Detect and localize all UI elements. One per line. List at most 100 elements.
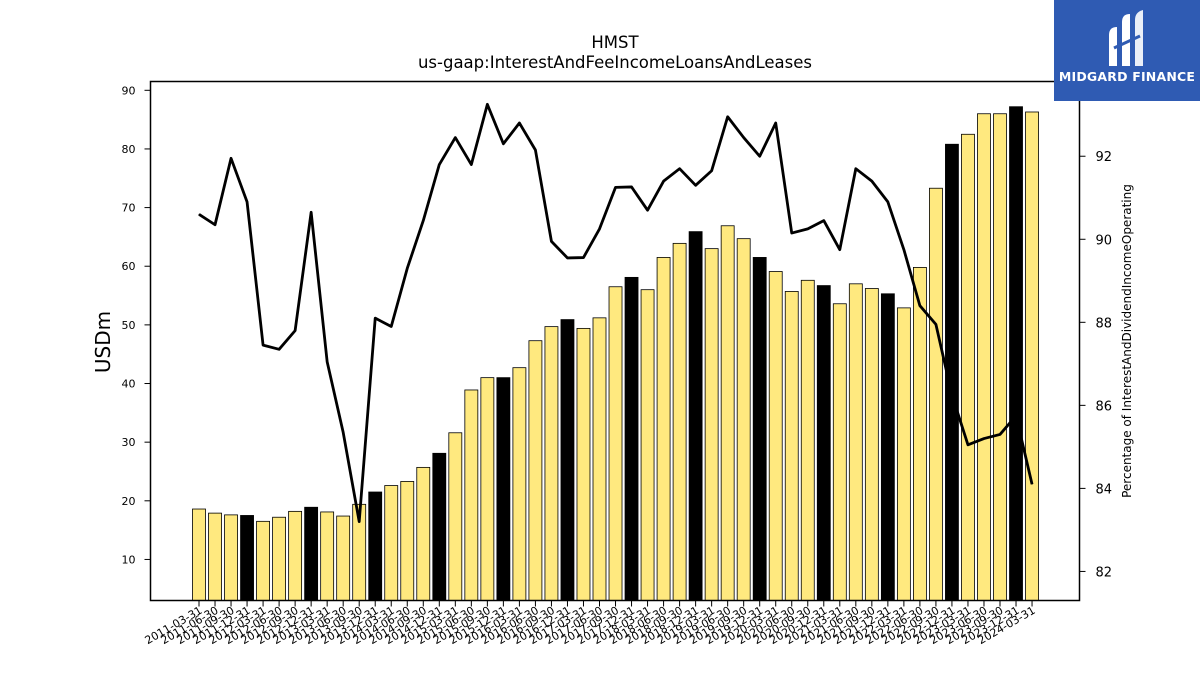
- bar: [480, 377, 495, 601]
- bar: [752, 257, 767, 601]
- line-point: [983, 438, 985, 440]
- line-point: [214, 224, 216, 226]
- bar-series: [192, 106, 1039, 601]
- bar: [672, 242, 687, 601]
- bar: [864, 288, 879, 601]
- line-point: [647, 209, 649, 211]
- midgard-logo-icon: [1109, 10, 1143, 66]
- line-point: [615, 186, 617, 188]
- line-series: [198, 102, 1034, 524]
- midgard-finance-logo: MIDGARD FINANCE: [1054, 0, 1200, 101]
- bar: [432, 452, 447, 601]
- line-point: [759, 155, 761, 157]
- y2-tick-label: 82: [1096, 565, 1113, 580]
- bar: [224, 514, 238, 601]
- line-point: [438, 164, 440, 166]
- y2-tick-label: 84: [1096, 482, 1113, 497]
- line-point: [967, 444, 969, 446]
- bar: [929, 187, 943, 601]
- bar: [688, 231, 703, 601]
- line-point: [935, 323, 937, 325]
- line-point: [871, 180, 873, 182]
- line-point: [791, 232, 793, 234]
- bar: [496, 377, 511, 601]
- line-point: [406, 267, 408, 269]
- logo-text: MIDGARD FINANCE: [1058, 69, 1196, 84]
- y-tick-label: 60: [122, 260, 136, 273]
- line-point: [278, 348, 280, 350]
- line-point: [919, 305, 921, 307]
- y2-tick-label: 88: [1096, 316, 1113, 331]
- y2-tick-label: 92: [1096, 150, 1113, 165]
- bar: [832, 303, 847, 601]
- line-point: [887, 201, 889, 203]
- bar: [592, 317, 607, 601]
- line-point: [566, 257, 568, 259]
- y-tick-label: 20: [122, 495, 136, 508]
- bar: [384, 485, 399, 601]
- bar: [368, 491, 383, 601]
- bar: [977, 113, 991, 601]
- y-tick-label: 80: [122, 143, 136, 156]
- bar: [848, 283, 863, 601]
- line-point: [486, 103, 488, 105]
- bar: [416, 466, 431, 601]
- bar: [528, 340, 543, 601]
- bar: [400, 481, 415, 601]
- line-point: [502, 143, 504, 145]
- y-tick-label: 90: [122, 84, 136, 97]
- line-point: [695, 184, 697, 186]
- line-point: [582, 257, 584, 259]
- line-point: [230, 157, 232, 159]
- bar: [608, 286, 623, 601]
- bar: [544, 326, 559, 601]
- line-point: [1015, 415, 1017, 417]
- bar: [272, 516, 287, 601]
- bar: [640, 289, 655, 601]
- bar: [256, 520, 270, 601]
- line-point: [550, 240, 552, 242]
- line-point: [198, 213, 200, 215]
- line-point: [246, 201, 248, 203]
- bar: [288, 510, 303, 601]
- line-point: [358, 521, 360, 523]
- bar: [240, 515, 254, 601]
- bar: [961, 133, 975, 601]
- line-point: [518, 122, 520, 124]
- line-point: [310, 211, 312, 213]
- y-tick-label: 30: [122, 436, 136, 449]
- bar: [656, 257, 671, 601]
- line-point: [823, 220, 825, 222]
- line-point: [807, 228, 809, 230]
- line-point: [711, 170, 713, 172]
- y-tick-label: 70: [122, 202, 136, 215]
- line-point: [727, 116, 729, 118]
- bar: [880, 293, 895, 601]
- bar: [993, 113, 1007, 601]
- bar: [512, 367, 527, 601]
- line-point: [294, 330, 296, 332]
- line-point: [839, 249, 841, 251]
- line-point: [1031, 483, 1033, 485]
- line-point: [631, 186, 633, 188]
- chart-subtitle: us-gaap:InterestAndFeeIncomeLoansAndLeas…: [417, 53, 813, 72]
- line-point: [599, 228, 600, 230]
- bar: [576, 327, 591, 601]
- line-point: [326, 361, 328, 363]
- bar: [816, 285, 831, 601]
- line-point: [374, 317, 376, 319]
- line-point: [903, 249, 905, 251]
- chart-title: HMST: [591, 33, 639, 52]
- line-point: [855, 168, 857, 170]
- y-tick-label: 10: [122, 553, 136, 566]
- y2-axis-label: Percentage of InterestAndDividendIncomeO…: [1120, 184, 1134, 498]
- line-point: [663, 180, 665, 182]
- line-point: [342, 431, 344, 433]
- line-point: [262, 344, 264, 346]
- bar: [800, 279, 815, 601]
- line-point: [743, 137, 745, 139]
- line-point: [534, 149, 536, 151]
- y-axis-label: USDm: [91, 311, 115, 373]
- line-point: [454, 137, 456, 139]
- bar: [1025, 111, 1039, 601]
